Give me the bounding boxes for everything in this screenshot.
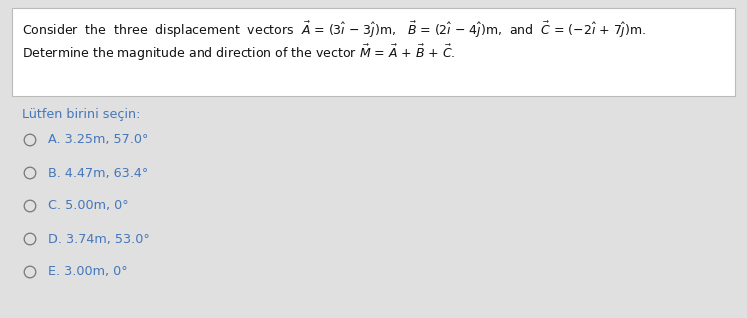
Text: E. 3.00m, 0°: E. 3.00m, 0° [48,266,128,279]
Text: Lütfen birini seçin:: Lütfen birini seçin: [22,108,140,121]
Text: Determine the magnitude and direction of the vector $\vec{M}$ = $\vec{A}$ + $\ve: Determine the magnitude and direction of… [22,43,456,63]
Text: Consider  the  three  displacement  vectors  $\vec{A}$ = (3$\hat{\imath}$ $-$ 3$: Consider the three displacement vectors … [22,20,646,40]
FancyBboxPatch shape [12,8,735,96]
Text: D. 3.74m, 53.0°: D. 3.74m, 53.0° [48,232,149,245]
Text: C. 5.00m, 0°: C. 5.00m, 0° [48,199,128,212]
Text: A. 3.25m, 57.0°: A. 3.25m, 57.0° [48,134,149,147]
Text: B. 4.47m, 63.4°: B. 4.47m, 63.4° [48,167,148,179]
